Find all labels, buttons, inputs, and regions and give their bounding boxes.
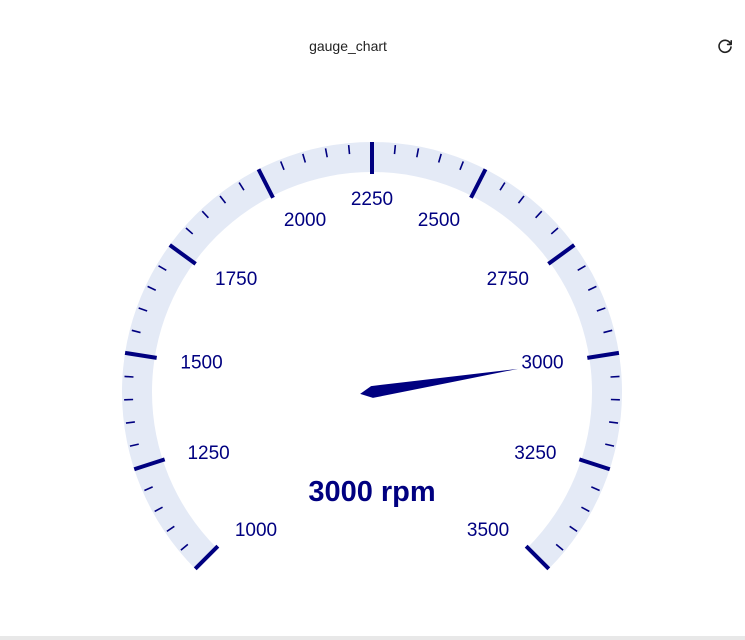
gauge-minor-tick [459,161,465,171]
panel-bottom-border [0,636,745,640]
gauge-minor-tick [569,525,578,533]
gauge-minor-tick [324,148,329,158]
gauge-tick-label: 2750 [487,269,529,290]
gauge-minor-tick [185,227,194,235]
gauge-minor-tick [166,525,175,533]
gauge-minor-tick [577,265,586,272]
gauge-minor-tick [129,443,139,447]
gauge-minor-tick [219,195,227,204]
gauge-tick-label: 2500 [418,210,460,231]
gauge-minor-tick [158,265,167,272]
gauge-major-tick [469,168,488,199]
gauge-major-tick [133,457,166,472]
gauge-minor-tick [605,443,615,447]
gauge-minor-tick [587,285,597,291]
gauge-major-tick [587,350,620,360]
gauge-tick-label: 1250 [187,443,229,464]
gauge-minor-tick [131,329,141,334]
gauge-value-label: 3000 rpm [308,476,435,508]
gauge-minor-tick [147,285,157,291]
gauge-minor-tick [415,148,420,158]
gauge-minor-tick [581,506,590,513]
gauge-minor-tick [535,210,543,219]
gauge-minor-tick [124,375,134,378]
gauge-minor-tick [517,195,525,204]
gauge-tick-label: 1750 [215,269,257,290]
gauge-major-tick [193,544,220,571]
gauge-minor-tick [555,543,564,551]
gauge-minor-tick [180,543,189,551]
gauge-major-tick [547,243,576,266]
gauge-minor-tick [393,145,397,155]
gauge-minor-tick [138,307,148,312]
gauge-minor-tick [591,486,600,492]
gauge-tick-label: 2000 [284,210,326,231]
gauge-major-tick [524,544,551,571]
gauge-needle [360,368,519,398]
refresh-icon[interactable] [716,38,734,56]
gauge-minor-tick [125,421,135,424]
chart-title: gauge_chart [309,38,387,54]
gauge-minor-tick [596,307,606,312]
gauge-tick-label: 3500 [467,520,509,541]
gauge-major-tick [168,243,197,266]
gauge-minor-tick [347,145,351,155]
gauge-minor-tick [201,210,209,219]
gauge-band [122,142,622,569]
gauge-tick-label: 3000 [521,353,563,374]
gauge-minor-tick [238,182,245,191]
gauge-minor-tick [144,486,153,492]
gauge-tick-label: 1000 [235,520,277,541]
gauge-minor-tick [154,506,163,513]
gauge-minor-tick [279,161,285,171]
gauge-minor-tick [609,421,619,424]
gauge-minor-tick [437,153,442,163]
gauge-tick-label: 3250 [514,443,556,464]
gauge-minor-tick [610,375,620,378]
gauge-minor-tick [302,153,307,163]
gauge-minor-tick [603,329,613,334]
gauge-tick-label: 2250 [351,189,393,210]
gauge-major-tick [578,457,611,472]
gauge-tick-label: 1500 [180,353,222,374]
gauge-major-tick [124,350,157,360]
gauge-major-tick [256,168,275,199]
gauge-minor-tick [550,227,559,235]
gauge-minor-tick [499,182,506,191]
